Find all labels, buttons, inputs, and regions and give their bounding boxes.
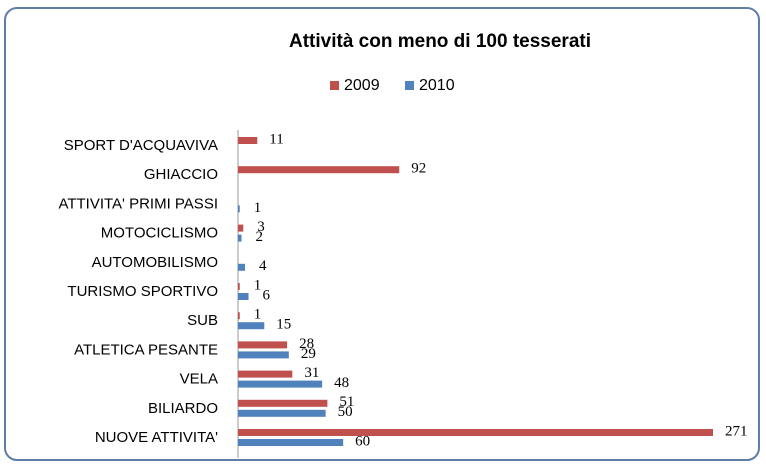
bar [238,380,323,388]
value-label: 3 [257,219,265,235]
y-tick-label: SUB [187,312,218,329]
bar [238,166,400,174]
y-tick-label: BILIARDO [148,400,218,417]
y-tick-label: AUTOMOBILISMO [92,254,218,271]
value-label: 1 [254,277,261,293]
bar [238,293,249,300]
bar [238,283,240,290]
legend-swatch [330,81,339,90]
bar [238,322,265,330]
y-tick-label: NUOVE ATTIVITA' [95,429,218,446]
value-label: 271 [725,423,748,439]
value-label: 2 [256,229,264,245]
chart-frame [4,7,760,461]
bar [238,263,246,271]
value-label: 50 [338,404,353,420]
y-tick-label: MOTOCICLISMO [101,225,218,242]
y-tick-label: SPORT D'ACQUAVIVA [64,137,218,154]
y-tick-label: GHIACCIO [144,166,218,183]
bar [238,399,328,407]
legend-swatch [405,81,414,90]
legend-label: 2009 [344,77,380,94]
value-label: 4 [259,258,267,274]
value-label: 6 [263,287,271,303]
bar [238,234,242,242]
value-label: 1 [254,307,261,323]
bar [238,205,240,213]
value-label: 31 [304,365,319,381]
bar [238,439,344,446]
bar [238,429,713,436]
y-tick-label: ATTIVITA' PRIMI PASSI [58,195,218,212]
y-tick-label: VELA [180,371,218,388]
value-label: 48 [334,375,349,391]
legend-label: 2010 [419,77,455,94]
value-label: 92 [411,161,426,177]
y-tick-label: TURISMO SPORTIVO [67,283,218,300]
bar [238,312,240,320]
value-label: 15 [276,317,291,333]
chart-title: Attività con meno di 100 tesserati [289,31,591,52]
bar [238,137,258,144]
value-label: 1 [254,200,261,216]
value-label: 11 [269,131,283,147]
value-label: 29 [301,346,316,362]
bar [238,409,326,417]
value-label: 60 [355,433,370,449]
value-label: 28 [299,336,314,352]
bar [238,224,244,232]
y-tick-label: ATLETICA PESANTE [74,341,218,358]
value-label: 51 [339,394,354,410]
bar [238,351,289,359]
bar [238,370,293,378]
bar [238,341,288,349]
